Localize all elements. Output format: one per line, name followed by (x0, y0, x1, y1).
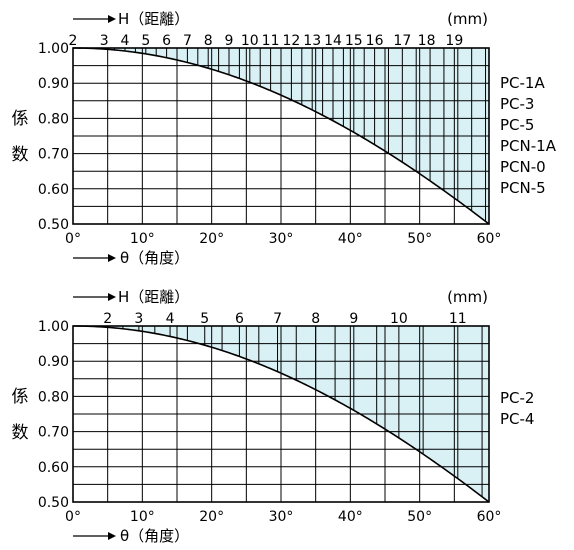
h-tick-label: 10 (241, 33, 259, 49)
h-tick-label: 4 (121, 33, 130, 49)
y-tick-label: 1.00 (38, 41, 69, 57)
model-label: PC-4 (500, 410, 534, 428)
y-tick-label: 0.60 (38, 182, 69, 198)
h-tick-label: 8 (311, 311, 320, 327)
h-axis-unit: (mm) (447, 288, 488, 306)
coefficient-curve (72, 325, 490, 503)
h-axis-arrowhead (108, 15, 116, 23)
x-tick-label: 40° (338, 231, 363, 247)
x-tick-label: 50° (407, 509, 432, 525)
h-tick-label: 16 (366, 33, 384, 49)
h-tick-label: 8 (204, 33, 213, 49)
h-axis-label: H（距離） (118, 10, 189, 28)
h-tick-label: 11 (449, 311, 467, 327)
h-tick-label: 9 (225, 33, 234, 49)
theta-axis-arrowhead (108, 254, 116, 262)
h-tick-label: 18 (418, 33, 436, 49)
model-label: PC-3 (500, 95, 534, 113)
h-tick-label: 5 (200, 311, 209, 327)
x-tick-label: 40° (338, 509, 363, 525)
y-tick-label: 0.50 (38, 217, 69, 233)
theta-axis-label: θ（角度） (120, 249, 189, 267)
y-axis-label-char: 数 (12, 145, 29, 165)
h-tick-label: 12 (282, 33, 300, 49)
model-label: PC-2 (500, 389, 534, 407)
h-tick-label: 9 (349, 311, 358, 327)
x-tick-label: 0° (65, 231, 81, 247)
h-tick-label: 19 (445, 33, 463, 49)
h-tick-label: 14 (324, 33, 342, 49)
model-label: PC-1A (500, 74, 545, 92)
h-tick-label: 17 (393, 33, 411, 49)
x-tick-label: 50° (407, 231, 432, 247)
y-tick-label: 0.50 (38, 495, 69, 511)
h-tick-label: 2 (103, 311, 112, 327)
h-tick-label: 6 (235, 311, 244, 327)
h-tick-label: 7 (183, 33, 192, 49)
y-tick-label: 0.90 (38, 354, 69, 370)
y-axis-label-char: 係 (12, 109, 29, 129)
h-tick-label: 3 (100, 33, 109, 49)
model-label: PC-5 (500, 116, 534, 134)
h-tick-label: 13 (303, 33, 321, 49)
h-tick-label: 2 (69, 33, 78, 49)
y-tick-label: 0.60 (38, 460, 69, 476)
h-tick-label: 6 (162, 33, 171, 49)
x-tick-label: 20° (199, 231, 224, 247)
y-tick-label: 0.70 (38, 147, 69, 163)
h-tick-label: 11 (262, 33, 280, 49)
h-tick-label: 7 (273, 311, 282, 327)
model-label: PCN-5 (500, 179, 546, 197)
h-axis-unit: (mm) (447, 10, 488, 28)
plot-frame (72, 47, 490, 225)
h-tick-label: 3 (134, 311, 143, 327)
x-tick-label: 60° (477, 231, 502, 247)
h-axis-arrowhead (108, 293, 116, 301)
coefficient-curve (72, 47, 490, 225)
y-tick-label: 0.90 (38, 76, 69, 92)
theta-axis-arrowhead (108, 532, 116, 540)
x-tick-label: 10° (130, 509, 155, 525)
x-tick-label: 30° (269, 509, 294, 525)
x-tick-label: 0° (65, 509, 81, 525)
model-label: PCN-0 (500, 158, 546, 176)
y-tick-label: 0.80 (38, 111, 69, 127)
x-tick-label: 30° (269, 231, 294, 247)
y-tick-label: 1.00 (38, 319, 69, 335)
theta-axis-label: θ（角度） (120, 527, 189, 545)
h-tick-label: 5 (141, 33, 150, 49)
h-axis-label: H（距離） (118, 288, 189, 306)
h-tick-label: 10 (390, 311, 408, 327)
x-tick-label: 20° (199, 509, 224, 525)
model-label: PCN-1A (500, 137, 557, 155)
x-tick-label: 60° (477, 509, 502, 525)
plot-frame (72, 325, 490, 503)
y-tick-label: 0.80 (38, 389, 69, 405)
y-axis-label-char: 係 (12, 387, 29, 407)
x-tick-label: 10° (130, 231, 155, 247)
h-tick-label: 15 (345, 33, 363, 49)
y-axis-label-char: 数 (12, 423, 29, 443)
h-tick-label: 4 (166, 311, 175, 327)
y-tick-label: 0.70 (38, 425, 69, 441)
